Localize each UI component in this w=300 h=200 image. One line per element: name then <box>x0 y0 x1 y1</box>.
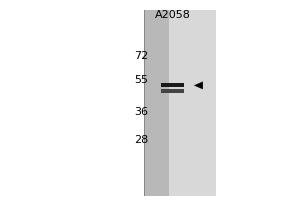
Polygon shape <box>194 82 203 89</box>
Text: 55: 55 <box>134 75 148 85</box>
Bar <box>144 10 145 196</box>
Bar <box>144 10 169 196</box>
Bar <box>161 83 184 87</box>
Text: A2058: A2058 <box>154 10 190 20</box>
Text: 28: 28 <box>134 135 148 145</box>
Text: 36: 36 <box>134 107 148 117</box>
Text: 72: 72 <box>134 51 148 61</box>
Bar <box>161 89 184 93</box>
Bar <box>169 10 216 196</box>
